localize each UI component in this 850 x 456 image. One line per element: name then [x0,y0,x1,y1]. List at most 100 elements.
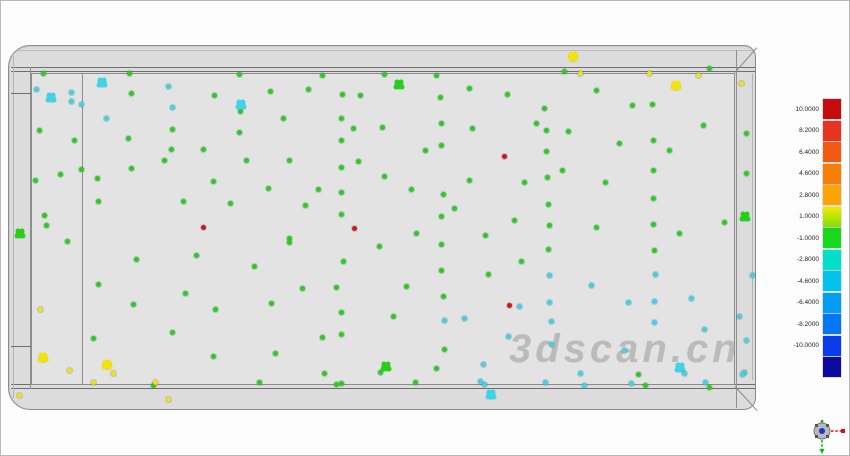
deviation-point [286,235,292,241]
deviation-point [110,370,116,376]
deviation-point [210,178,216,184]
deviation-point [543,148,549,154]
deviation-point [700,122,706,128]
deviation-point [412,379,418,385]
deviation-point [165,83,171,89]
legend-tick-label: 6.4000 [799,148,819,156]
deviation-point [541,105,547,111]
deviation-point [743,170,749,176]
deviation-point [243,157,249,163]
deviation-point [616,140,622,146]
deviation-point [126,70,132,76]
deviation-point [651,319,657,325]
legend-tick-label: -2.8000 [796,256,819,263]
part-left-band-seg2 [11,346,31,347]
deviation-point [338,189,344,195]
deviation-point [71,137,77,143]
deviation-point [440,191,446,197]
deviation-point [351,225,357,231]
deviation-point [544,174,550,180]
deviation-point [237,108,243,114]
deviation-point [408,186,414,192]
legend-color-block [823,228,841,248]
deviation-point [739,371,745,377]
legend-color-block [823,249,841,270]
deviation-point [33,86,39,92]
legend-tick-label: 10.0000 [795,105,820,113]
deviation-point [355,158,361,164]
deviation-point [422,147,428,153]
deviation-point [395,81,403,89]
deviation-point [338,309,344,315]
deviation-point [165,396,171,402]
deviation-point [169,126,175,132]
deviation-point [545,201,551,207]
deviation-point [212,306,218,312]
deviation-point [577,70,583,76]
deviation-point [650,137,656,143]
deviation-point [103,115,109,121]
deviation-point [477,378,483,384]
deviation-point [461,315,467,321]
deviation-point [16,230,24,238]
deviation-point [438,213,444,219]
deviation-point [440,293,446,299]
deviation-point [268,300,274,306]
triad-ball-icon [813,422,831,440]
deviation-point [128,90,134,96]
deviation-point [41,212,47,218]
legend-tick-label: 2.8000 [799,191,819,199]
deviation-point [688,295,694,301]
deviation-point [501,153,507,159]
deviation-point [40,70,46,76]
deviation-point [569,53,577,61]
deviation-point [487,391,495,399]
deviation-point [338,380,344,386]
deviation-point [438,267,444,273]
legend-tick-label: 4.6000 [799,170,819,177]
deviation-point [433,72,439,78]
deviation-point [602,179,608,185]
legend-tick-labels: 10.0000 8.2000 6.4000 4.6000 2.8000 1.0000 -1.… [789,99,819,385]
deviation-point [95,198,101,204]
deviation-point [379,124,385,130]
legend-tick-label: 1.0000 [799,213,819,220]
orientation-axis-triad[interactable] [798,412,846,454]
deviation-point [47,94,55,102]
deviation-point [299,285,305,291]
deviation-point [546,222,552,228]
deviation-point [749,272,755,278]
deviation-point [469,125,475,131]
deviation-point [339,91,345,97]
legend-color-block [823,120,841,141]
deviation-point [646,70,652,76]
legend-tick-label: -4.6000 [796,277,819,285]
deviation-point [95,281,101,287]
deviation-point [506,302,512,308]
deviation-point [561,68,567,74]
deviation-point [16,392,22,398]
deviation-point [651,298,657,304]
deviation-point [466,85,472,91]
deviation-point [210,353,216,359]
deviation-point [672,82,680,90]
deviation-point [321,370,327,376]
deviation-point [485,271,491,277]
deviation-point [548,318,554,324]
deviation-point [706,384,712,390]
deviation-point [702,379,708,385]
part-left-highlight-line [13,56,14,398]
legend-color-block [823,292,841,313]
deviation-point [338,164,344,170]
deviation-point [650,167,656,173]
deviation-point [193,252,199,258]
legend-tick-label: -10.0000 [793,342,819,349]
deviation-point [546,299,552,305]
deviation-point [200,224,206,230]
deviation-point [441,346,447,352]
deviation-point [629,102,635,108]
deviation-point [451,205,457,211]
deviation-point [548,341,554,347]
deviation-point [706,65,712,71]
